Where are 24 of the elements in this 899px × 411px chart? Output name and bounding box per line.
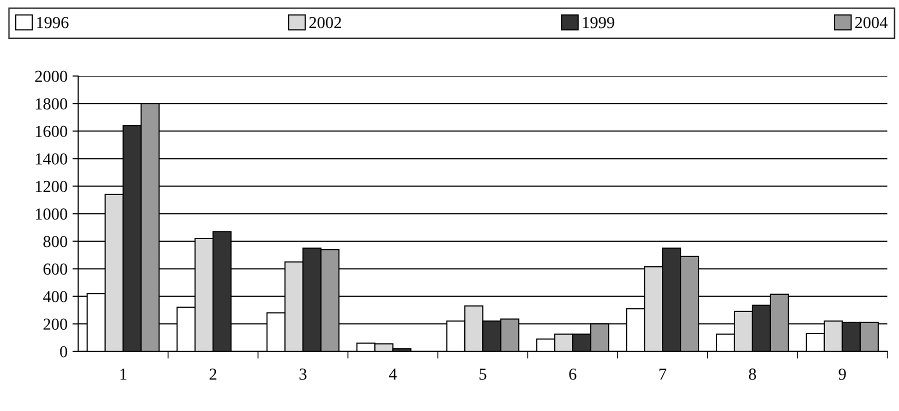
y-tick-label: 800 [43,236,68,248]
x-tick-label: 3 [300,368,306,380]
x-tick-label: 7 [659,368,666,380]
x-tick-label: 2 [210,368,216,380]
y-tick-label: 200 [44,318,68,330]
y-tick-label: 1400 [36,153,68,165]
x-tick-label: 4 [389,368,397,380]
y-tick-label: 2000 [35,70,68,82]
y-tick-label: 400 [43,291,68,302]
x-tick-label: 8 [748,368,756,380]
legend-label: 1999 [583,17,614,28]
x-tick-label: 5 [480,368,486,380]
y-tick-label: 600 [44,263,68,275]
y-tick-label: 1800 [36,98,68,110]
y-tick-label: 1200 [36,180,68,192]
y-tick-label: 1000 [36,208,68,220]
y-tick-label: 0 [60,346,68,358]
legend-label: 2004 [855,16,888,28]
x-tick-label: 9 [838,368,846,380]
x-tick-label: 6 [569,368,576,380]
legend-label: 2002 [309,16,342,28]
legend-label: 1996 [37,17,68,28]
y-tick-label: 1600 [36,126,68,138]
x-tick-label: 1 [120,368,126,380]
